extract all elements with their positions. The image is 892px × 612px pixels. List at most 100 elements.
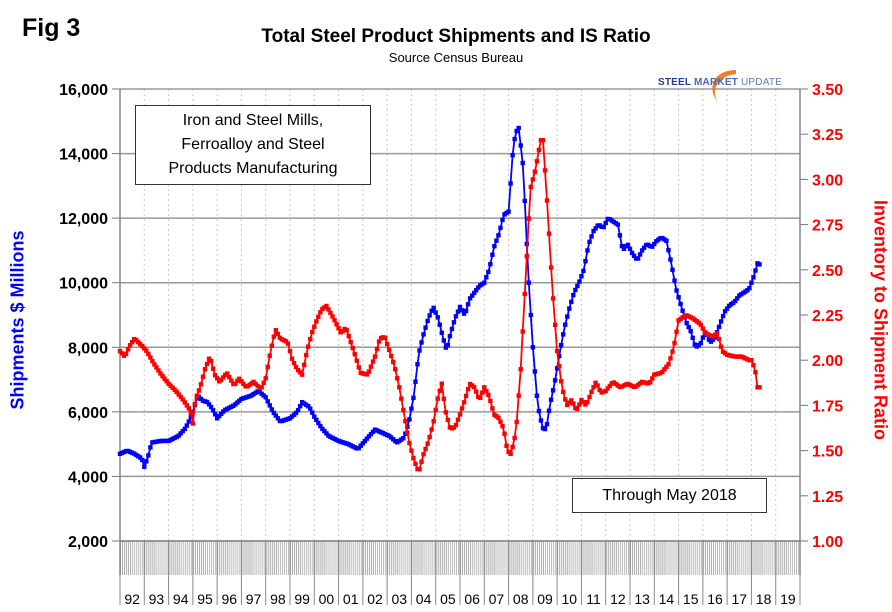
shipments-point	[496, 233, 501, 238]
ratio-point	[554, 348, 560, 354]
shipments-point	[558, 342, 564, 348]
ratio-point	[152, 362, 157, 367]
ratio-point	[164, 378, 169, 384]
x-tick-label: 95	[197, 591, 213, 607]
ratio-point	[366, 369, 372, 374]
ratio-point	[561, 389, 566, 395]
shipments-point	[419, 340, 424, 345]
ratio-point	[401, 407, 406, 413]
shipments-point	[465, 302, 471, 307]
shipments-point	[180, 428, 185, 434]
ratio-point	[312, 324, 317, 329]
shipments-point	[589, 234, 594, 239]
shipments-point	[269, 407, 274, 412]
shipments-point	[593, 226, 598, 231]
y2-tick-label: 3.50	[812, 82, 843, 99]
shipments-point	[619, 243, 625, 249]
shipments-point	[320, 426, 325, 432]
shipments-point	[366, 434, 372, 439]
shipments-point	[567, 306, 572, 311]
shipments-point	[749, 280, 754, 285]
shipments-point	[488, 261, 493, 267]
ratio-point	[204, 361, 210, 367]
ratio-point	[441, 396, 447, 401]
ratio-point	[522, 291, 527, 297]
ratio-point	[577, 402, 582, 407]
ratio-point	[490, 406, 495, 411]
ratio-point	[190, 421, 196, 426]
ratio-point	[310, 329, 315, 335]
shipments-point	[735, 296, 740, 301]
ratio-point	[318, 310, 323, 315]
ratio-point	[540, 138, 546, 143]
ratio-point	[146, 351, 151, 357]
x-tick-label: 07	[489, 591, 505, 607]
ratio-point	[340, 329, 345, 334]
shipments-point	[581, 268, 586, 274]
shipments-point	[310, 410, 315, 415]
y2-tick-label: 2.75	[812, 218, 843, 235]
shipments-point	[306, 404, 311, 409]
shipments-point	[575, 283, 580, 289]
shipments-point	[544, 422, 550, 427]
shipments-point	[360, 441, 366, 446]
ratio-point	[650, 376, 655, 381]
ratio-point	[518, 367, 523, 372]
ratio-point	[350, 345, 355, 351]
ratio-point	[154, 365, 159, 370]
ratio-point	[668, 356, 673, 361]
ratio-point	[548, 265, 554, 270]
ratio-point	[567, 400, 572, 405]
shipments-point	[637, 252, 643, 257]
shipments-point	[573, 287, 578, 293]
ratio-point	[397, 385, 402, 390]
ratio-point	[429, 427, 434, 432]
ratio-point	[524, 254, 529, 259]
x-tick-label: 08	[513, 591, 529, 607]
shipments-point	[447, 333, 453, 339]
shipments-point	[146, 453, 151, 458]
ratio-point	[534, 159, 540, 164]
ratio-point	[188, 410, 194, 416]
axes	[112, 88, 808, 605]
ratio-point	[388, 353, 394, 359]
ratio-point	[289, 356, 295, 361]
shipments-point	[467, 296, 473, 301]
ratio-point	[194, 393, 200, 398]
ratio-point	[123, 351, 129, 357]
ratio-point	[455, 417, 461, 422]
shipments-point	[318, 423, 323, 429]
y-tick-label: 14,000	[59, 147, 108, 164]
ratio-point	[502, 431, 507, 436]
shipments-point	[423, 325, 428, 330]
x-tick-label: 92	[124, 591, 140, 607]
shipments-point	[601, 224, 606, 230]
ratio-point	[301, 362, 307, 368]
ratio-point	[346, 333, 351, 339]
shipments-point	[457, 304, 463, 310]
x-tick-label: 97	[246, 591, 262, 607]
ratio-point	[595, 383, 600, 388]
shipments-point	[427, 313, 432, 318]
logo-word-steel: STEEL	[658, 77, 692, 88]
ratio-point	[372, 354, 378, 359]
shipments-point	[358, 443, 364, 448]
ratio-point	[202, 367, 208, 372]
shipments-point	[552, 378, 558, 383]
ratio-point	[275, 331, 281, 337]
ratio-point	[214, 376, 220, 381]
ratio-point	[184, 403, 189, 408]
shipments-point	[538, 418, 544, 423]
ratio-point	[273, 328, 279, 333]
ratio-point	[488, 398, 493, 404]
shipments-point	[324, 431, 329, 436]
shipments-point	[534, 393, 540, 398]
ratio-point	[229, 378, 234, 383]
y-tick-label: 16,000	[59, 82, 108, 99]
ratio-point	[158, 371, 163, 376]
ratio-point	[516, 393, 521, 398]
ratio-point	[405, 430, 410, 435]
y2-tick-label: 3.00	[812, 172, 843, 189]
x-tick-label: 12	[610, 591, 626, 607]
chart-title: Total Steel Product Shipments and IS Rat…	[261, 26, 651, 47]
